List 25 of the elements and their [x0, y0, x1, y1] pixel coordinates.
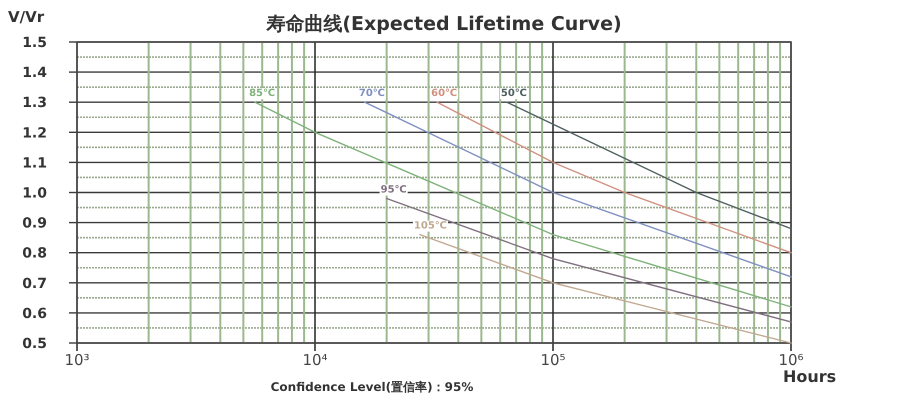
y-tick-label: 1.5	[22, 35, 47, 51]
x-axis-title: Hours	[783, 367, 836, 386]
y-tick-label: 0.7	[22, 276, 47, 292]
text: Confidence Level(置信率)：95%	[270, 380, 474, 394]
y-tick-label: 1.4	[22, 65, 48, 82]
series-label: 105℃	[414, 220, 447, 232]
y-tick-label: 0.9	[22, 216, 47, 232]
y-tick-label: 1.1	[22, 155, 47, 172]
y-tick-label: 0.6	[22, 306, 47, 322]
series-label: 85℃	[249, 88, 276, 100]
y-tick-label: 1.0	[22, 186, 48, 202]
y-axis-title: V/Vr	[8, 8, 45, 26]
x-tick-label: 10⁶	[778, 351, 804, 369]
x-tick-label: 10³	[64, 351, 90, 369]
y-tick-label: 1.2	[22, 125, 47, 142]
series-label: 60℃	[431, 88, 458, 100]
y-tick-label: 0.5	[22, 336, 47, 352]
x-tick-label: 10⁵	[540, 351, 566, 369]
chart-title: 寿命曲线(Expected Lifetime Curve)	[265, 13, 622, 35]
series-label: 50℃	[500, 88, 527, 100]
x-tick-label: 10⁴	[302, 351, 328, 369]
series-label: 70℃	[358, 88, 385, 100]
y-tick-label: 0.8	[22, 246, 47, 262]
y-tick-label: 1.3	[22, 95, 47, 112]
series-label: 95℃	[380, 184, 407, 196]
